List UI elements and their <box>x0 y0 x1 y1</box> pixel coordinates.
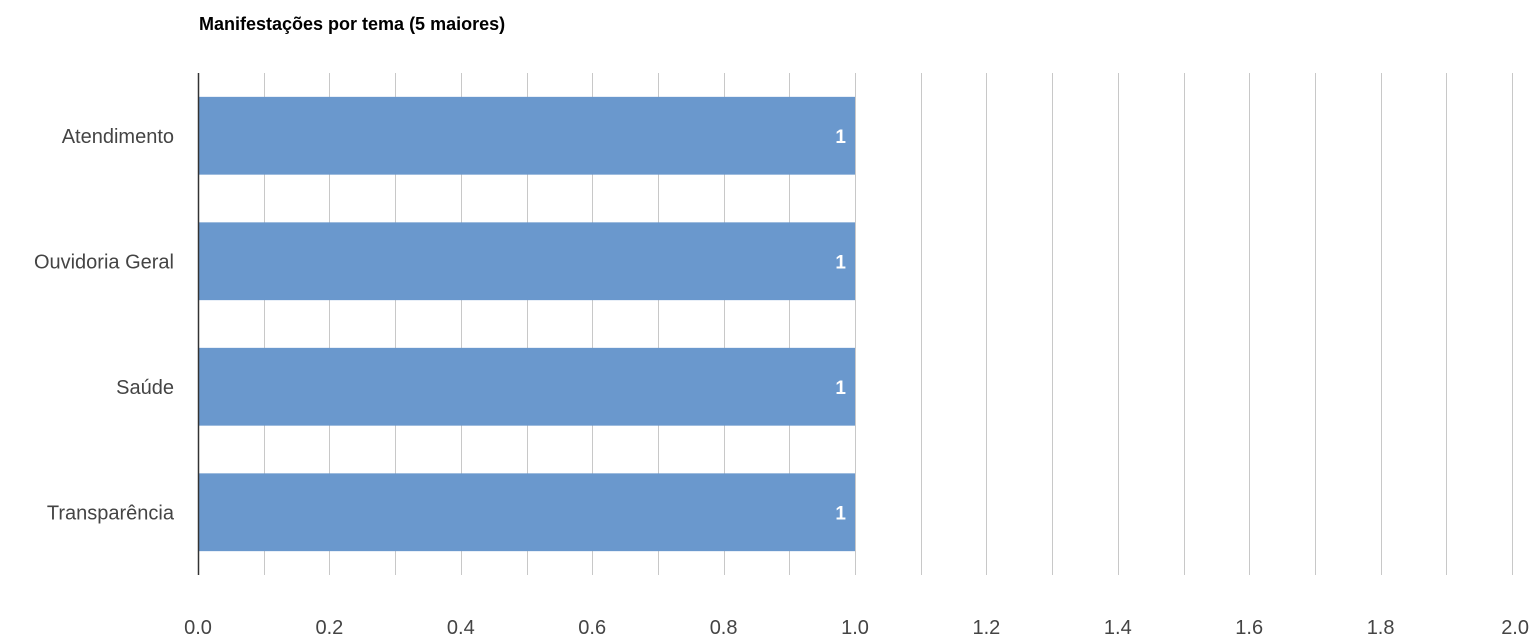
gridlines <box>264 73 1513 575</box>
category-label: Ouvidoria Geral <box>34 251 174 273</box>
bar <box>198 222 855 301</box>
x-tick-label: 0.4 <box>447 617 475 638</box>
bar <box>198 473 855 552</box>
x-tick-label: 1.8 <box>1367 617 1395 638</box>
x-tick-label: 1.0 <box>841 617 869 638</box>
bar <box>198 347 855 426</box>
category-label: Saúde <box>116 377 174 399</box>
category-label: Transparência <box>47 502 175 524</box>
x-tick-label: 0.0 <box>184 617 212 638</box>
category-label: Atendimento <box>62 126 174 148</box>
bars <box>198 96 855 552</box>
x-tick-label: 1.6 <box>1235 617 1263 638</box>
x-tick-label: 0.2 <box>315 617 343 638</box>
data-label: 1 <box>835 252 846 273</box>
bar <box>198 96 855 175</box>
data-label: 1 <box>835 503 846 524</box>
data-label: 1 <box>835 127 846 148</box>
chart-title: Manifestações por tema (5 maiores) <box>199 14 506 34</box>
x-tick-label: 2.0 <box>1501 617 1529 638</box>
x-tick-label: 1.2 <box>972 617 1000 638</box>
labels: 1 Atendimento 1 Ouvidoria Geral 1 Saúde 1 Trans… <box>34 126 1529 638</box>
x-tick-label: 0.8 <box>710 617 738 638</box>
data-label: 1 <box>835 378 846 399</box>
x-tick-label: 1.4 <box>1104 617 1132 638</box>
x-tick-label: 0.6 <box>578 617 606 638</box>
